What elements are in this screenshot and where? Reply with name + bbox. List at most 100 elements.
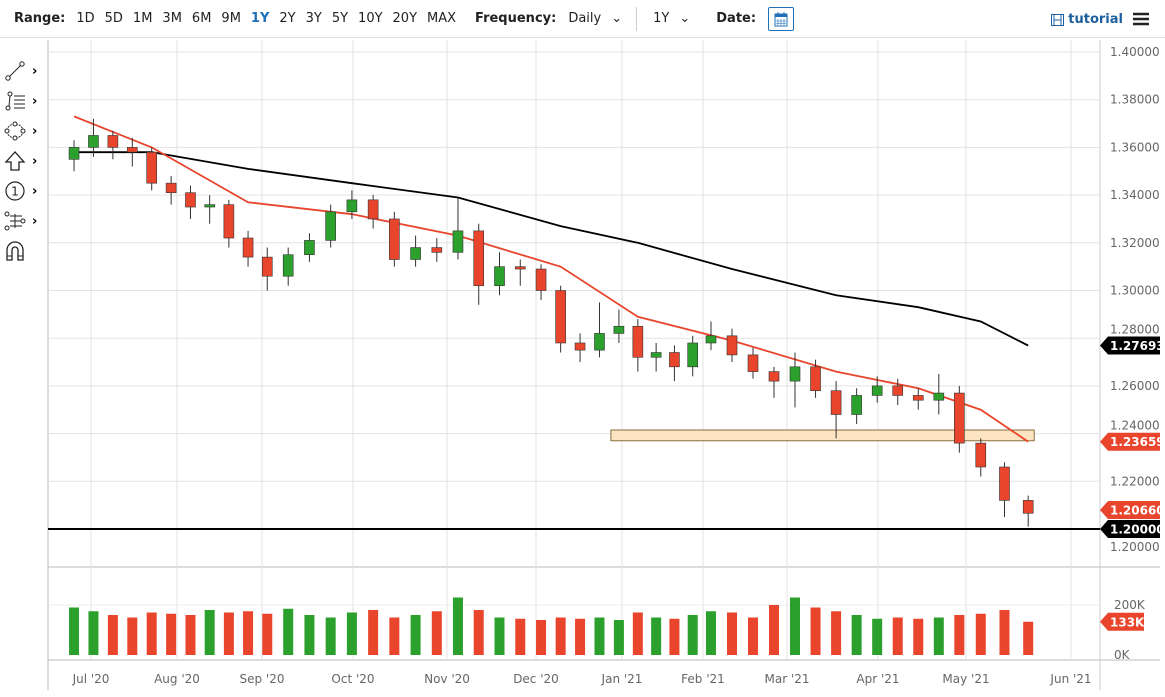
fib-tool[interactable]: › [4,86,44,116]
range-button-10y[interactable]: 10Y [358,11,383,26]
volume-bar [69,607,80,655]
x-tick-label: Dec '20 [513,672,559,686]
volume-bar [810,607,821,655]
price-tag [1100,520,1160,538]
price-tag-label: 1.20000 [1110,523,1165,537]
volume-bar [769,605,779,655]
period-value: 1Y [653,11,670,26]
candle-body [669,352,680,368]
annotation-tool[interactable]: 1 › [4,176,44,206]
ellipse-shape-icon [4,121,26,141]
range-button-1d[interactable]: 1D [76,11,95,26]
candle-body [650,352,662,358]
candle-body [871,385,883,396]
volume-bar [748,617,758,655]
volume-bar [706,611,716,655]
range-button-6m[interactable]: 6M [191,11,212,26]
candle-body [555,290,566,344]
candle-body [165,182,177,194]
candle-body [514,266,526,270]
y-tick-label: 1.20000 [1110,540,1160,554]
volume-tick-label: 200K [1114,598,1146,612]
volume-bar [933,617,944,655]
volume-bar [954,615,965,655]
chevron-right-icon: › [32,183,38,199]
volume-bar [555,617,566,655]
volume-bar [790,597,800,655]
candle-body [223,204,235,239]
volume-bar [431,611,442,655]
tutorial-link[interactable]: tutorial [1051,12,1123,27]
range-button-20y[interactable]: 20Y [392,11,418,26]
candle-body [325,211,336,241]
volume-bar [913,618,924,655]
candle-body [810,366,821,391]
range-button-1y[interactable]: 1Y [250,11,270,26]
line-tool[interactable]: › [4,56,44,86]
volume-bar [243,611,254,655]
volume-tag-label: 133K [1110,615,1145,629]
volume-bar [473,610,484,655]
chevron-down-icon: ⌄ [679,11,691,26]
chevron-down-icon: ⌄ [611,11,623,26]
candle-body [535,268,547,291]
volume-bar [851,615,862,655]
volume-bar [575,618,586,655]
volume-bar [975,613,986,655]
candle-body [613,325,625,334]
candle-body [768,371,780,382]
magnet-tool[interactable] [4,236,44,266]
hamburger-menu-button[interactable] [1133,11,1149,30]
arrow-tool[interactable]: › [4,146,44,176]
range-button-5d[interactable]: 5D [104,11,123,26]
arrow-up-icon [4,151,26,171]
candle-body [107,135,119,148]
range-button-5y[interactable]: 5Y [331,11,349,26]
range-button-3y[interactable]: 3Y [305,11,322,26]
shape-tool[interactable]: › [4,116,44,146]
chevron-right-icon: › [32,123,38,139]
volume-bar [999,610,1010,655]
volume-bar [223,612,234,655]
x-tick-label: Jul '20 [72,672,110,686]
line-tool-icon [5,61,25,81]
volume-bar [410,615,421,655]
candle-body [346,199,358,213]
volume-bar [536,620,547,655]
price-tag-label: 1.23659 [1110,435,1165,449]
range-button-3m[interactable]: 3M [162,11,182,26]
volume-bar [872,618,883,655]
volume-bar [368,610,379,655]
volume-bar [594,617,605,655]
toolbar: Range: 1D 5D 1M 3M 6M 9M 1Y 2Y 3Y 5Y 10Y 20Y MAX Fre… [0,0,1165,38]
candle-body [473,230,485,287]
chevron-right-icon: › [32,213,38,229]
volume-bar [166,613,177,655]
y-tick-label: 1.22000 [1110,474,1160,488]
frequency-label: Frequency: [475,11,557,26]
candle-body [830,390,842,415]
y-tick-label: 1.28000 [1110,323,1160,337]
range-button-2y[interactable]: 2Y [279,11,296,26]
price-pane [48,40,1100,565]
frequency-dropdown[interactable]: Daily ⌄ [568,11,622,26]
y-tick-label: 1.38000 [1110,93,1160,107]
drawing-tools: › › › › 1 › › [4,56,44,266]
period-dropdown[interactable]: 1Y ⌄ [653,11,690,26]
volume-bar [107,615,118,655]
x-tick-label: Sep '20 [240,672,285,686]
range-button-9m[interactable]: 9M [221,11,241,26]
candle-body [632,325,644,358]
candle-body [747,354,759,372]
volume-bar [262,613,273,655]
candle-body [975,442,987,468]
volume-bar [892,617,903,655]
volume-bar [613,620,624,655]
candle-body [999,466,1010,501]
candle-body [431,247,443,253]
range-button-1m[interactable]: 1M [132,11,153,26]
measure-tool[interactable]: › [4,206,44,236]
calendar-button[interactable] [768,6,795,31]
range-button-max[interactable]: MAX [427,11,457,26]
